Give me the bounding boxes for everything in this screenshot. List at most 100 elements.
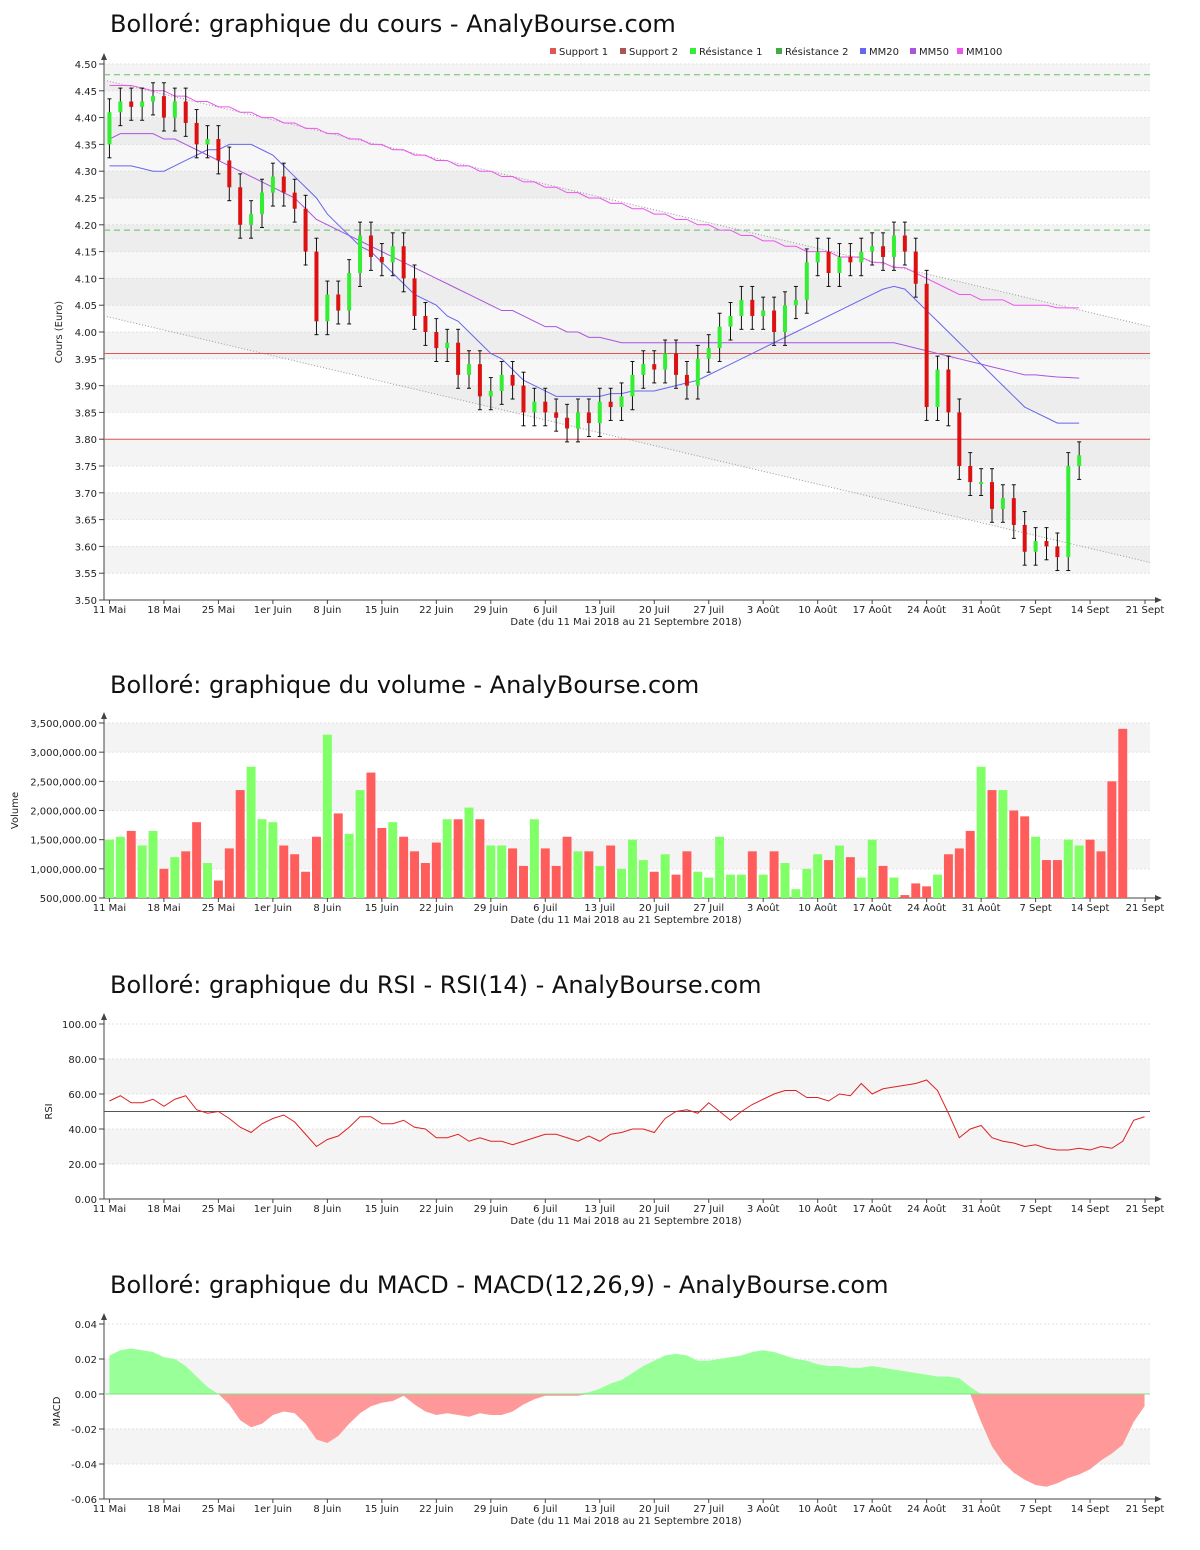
volume-bar [246, 766, 256, 898]
volume-bar [845, 857, 855, 898]
candle-body [641, 364, 646, 375]
y-tick-label: 60.00 [68, 1090, 97, 1101]
y-tick-label: 4.10 [75, 274, 97, 285]
candle-body [336, 294, 341, 311]
candle-body [902, 235, 907, 252]
candle-body [782, 305, 787, 332]
volume-bar [388, 822, 398, 898]
volume-bar [1107, 781, 1117, 898]
legend-swatch [776, 48, 782, 54]
volume-bar [856, 877, 866, 898]
volume-bar [399, 836, 409, 898]
candle-body [728, 315, 733, 327]
candle-body [684, 374, 689, 386]
grid-band [104, 1059, 1150, 1094]
volume-bar [606, 845, 616, 898]
y-axis-arrow [101, 712, 107, 719]
grid-band [104, 546, 1150, 574]
volume-bar [791, 889, 801, 898]
volume-bar [638, 860, 648, 898]
candle-body [619, 396, 624, 408]
x-tick-label: 31 Août [962, 1503, 1001, 1515]
y-tick-label: 4.50 [75, 60, 97, 71]
candle-body [314, 251, 319, 322]
candle-body [815, 251, 820, 263]
y-axis-label: Volume [10, 792, 21, 829]
volume-bar [1085, 839, 1095, 898]
candle-body [249, 214, 254, 225]
x-tick-label: 7 Sept [1019, 1204, 1051, 1215]
volume-bar [704, 877, 714, 898]
volume-bar [747, 851, 757, 898]
candle-body [979, 482, 984, 485]
candle-body [205, 139, 210, 145]
y-tick-label: -0.04 [71, 1460, 97, 1471]
y-tick-label: 4.35 [75, 140, 97, 151]
grid-band [104, 1429, 1150, 1464]
candle-body [140, 101, 145, 107]
volume-bar [617, 868, 627, 898]
candle-body [575, 412, 580, 429]
candle-body [216, 139, 221, 161]
candle-body [259, 192, 264, 215]
y-tick-label: 0.02 [75, 1355, 97, 1366]
legend-swatch [690, 48, 696, 54]
y-tick-label: 3,000,000.00 [30, 748, 97, 759]
grid-band [104, 224, 1150, 252]
candle-body [1022, 524, 1027, 552]
candle-body [488, 390, 493, 397]
candle-body [1011, 498, 1016, 525]
x-tick-label: 25 Mai [202, 1204, 235, 1215]
y-tick-label: 0.04 [75, 1320, 97, 1331]
volume-bar [769, 851, 779, 898]
y-tick-label: -0.02 [71, 1425, 97, 1436]
rsi-line [109, 1079, 1145, 1151]
volume-bar [508, 848, 518, 898]
volume-bar [824, 860, 834, 898]
candle-body [358, 235, 363, 274]
x-tick-label: 11 Mai [93, 1504, 126, 1515]
legend-entry: MM100 [966, 47, 1002, 58]
x-tick-label: 27 Juil [693, 1204, 724, 1215]
volume-bar [933, 874, 942, 898]
y-axis-label: MACD [52, 1396, 63, 1426]
candle-body [859, 251, 864, 263]
y-tick-label: 100.00 [62, 1020, 97, 1031]
volume-bar [104, 839, 114, 898]
volume-bar [475, 819, 485, 898]
x-tick-label: 7 Sept [1019, 605, 1051, 616]
candle-body [957, 412, 962, 466]
candle-body [194, 122, 199, 145]
x-tick-label: 31 Août [962, 604, 1001, 616]
candle-body [608, 401, 613, 408]
volume-bar [987, 790, 997, 898]
y-tick-label: -0.06 [71, 1495, 97, 1506]
candle-body [423, 315, 428, 332]
y-tick-label: 20.00 [68, 1160, 97, 1171]
x-tick-label: 1er Juin [254, 605, 292, 616]
candle-body [543, 401, 548, 413]
legend-entry: MM20 [869, 47, 899, 58]
x-tick-label: 1er Juin [254, 1204, 292, 1215]
x-tick-label: 17 Août [853, 1203, 892, 1215]
y-tick-label: 3.75 [75, 462, 97, 473]
candle-body [968, 466, 973, 483]
candle-body [717, 326, 722, 349]
candle-body [1055, 546, 1060, 558]
volume-bar [682, 851, 692, 898]
volume-panel: Bolloré: graphique du volume - AnalyBour… [10, 671, 1164, 926]
x-tick-label: 22 Juin [419, 605, 453, 616]
grid-band [104, 332, 1150, 359]
candle-body [935, 369, 940, 408]
candle-body [1066, 466, 1071, 558]
volume-bar [257, 819, 267, 898]
volume-bar [453, 819, 463, 898]
candle-body [663, 353, 668, 370]
y-tick-label: 0.00 [75, 1390, 97, 1401]
x-tick-label: 6 Juil [533, 605, 557, 616]
x-tick-label: 22 Juin [419, 1504, 453, 1515]
volume-bar [1063, 839, 1073, 898]
candle-body [695, 358, 700, 386]
candle-body [913, 251, 918, 284]
volume-bar [965, 830, 975, 898]
